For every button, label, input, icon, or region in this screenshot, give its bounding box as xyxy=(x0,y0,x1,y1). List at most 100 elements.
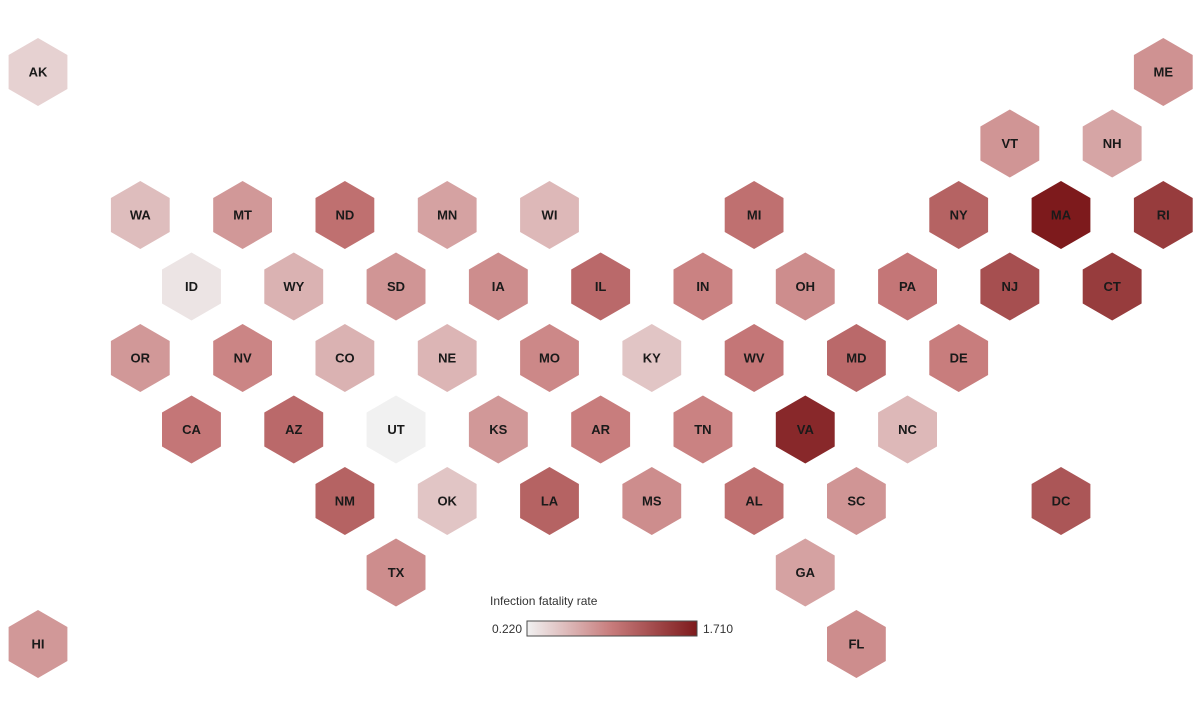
state-hex-shape[interactable] xyxy=(1082,109,1142,178)
state-hex-wa[interactable]: WA xyxy=(110,181,170,249)
state-hex-shape[interactable] xyxy=(110,181,170,249)
state-hex-wy[interactable]: WY xyxy=(264,252,324,321)
state-hex-ga[interactable]: GA xyxy=(775,538,835,607)
state-hex-shape[interactable] xyxy=(315,467,375,535)
state-hex-shape[interactable] xyxy=(827,324,886,392)
state-hex-shape[interactable] xyxy=(264,252,324,321)
state-hex-al[interactable]: AL xyxy=(724,467,784,535)
state-hex-az[interactable]: AZ xyxy=(264,395,324,464)
state-hex-ca[interactable]: CA xyxy=(162,395,221,464)
state-hex-shape[interactable] xyxy=(929,324,989,392)
state-hex-ar[interactable]: AR xyxy=(571,395,631,464)
state-hex-shape[interactable] xyxy=(213,324,272,392)
state-hex-shape[interactable] xyxy=(366,395,426,464)
state-hex-shape[interactable] xyxy=(673,395,733,464)
state-hex-shape[interactable] xyxy=(827,610,886,678)
state-hex-nd[interactable]: ND xyxy=(315,181,375,249)
state-hex-shape[interactable] xyxy=(929,181,989,249)
state-hex-il[interactable]: IL xyxy=(571,252,631,321)
state-hex-vt[interactable]: VT xyxy=(980,109,1040,178)
state-hex-mo[interactable]: MO xyxy=(520,324,579,392)
state-hex-shape[interactable] xyxy=(980,109,1040,178)
state-hex-va[interactable]: VA xyxy=(775,395,835,464)
state-hex-nj[interactable]: NJ xyxy=(980,252,1040,321)
state-hex-me[interactable]: ME xyxy=(1133,38,1193,106)
state-hex-oh[interactable]: OH xyxy=(775,252,835,321)
state-hex-de[interactable]: DE xyxy=(929,324,989,392)
state-hex-shape[interactable] xyxy=(417,467,477,535)
state-hex-shape[interactable] xyxy=(264,395,324,464)
state-hex-in[interactable]: IN xyxy=(673,252,733,321)
state-hex-ut[interactable]: UT xyxy=(366,395,426,464)
state-hex-shape[interactable] xyxy=(417,181,477,249)
state-hex-hi[interactable]: HI xyxy=(8,610,68,678)
state-hex-shape[interactable] xyxy=(1031,181,1091,249)
state-hex-shape[interactable] xyxy=(110,324,170,392)
state-hex-shape[interactable] xyxy=(315,181,375,249)
state-hex-ri[interactable]: RI xyxy=(1133,181,1193,249)
state-hex-shape[interactable] xyxy=(724,467,784,535)
state-hex-nv[interactable]: NV xyxy=(213,324,272,392)
state-hex-shape[interactable] xyxy=(571,395,631,464)
state-hex-shape[interactable] xyxy=(520,181,579,249)
state-hex-fl[interactable]: FL xyxy=(827,610,886,678)
state-hex-shape[interactable] xyxy=(827,467,886,535)
state-hex-sd[interactable]: SD xyxy=(366,252,426,321)
state-hex-ak[interactable]: AK xyxy=(8,38,68,106)
state-hex-shape[interactable] xyxy=(8,610,68,678)
state-hex-shape[interactable] xyxy=(8,38,68,106)
state-hex-wv[interactable]: WV xyxy=(724,324,784,392)
state-hex-shape[interactable] xyxy=(366,538,426,607)
state-hex-shape[interactable] xyxy=(775,395,835,464)
state-hex-or[interactable]: OR xyxy=(110,324,170,392)
state-hex-shape[interactable] xyxy=(520,324,579,392)
state-hex-shape[interactable] xyxy=(1133,38,1193,106)
state-hex-ok[interactable]: OK xyxy=(417,467,477,535)
state-hex-shape[interactable] xyxy=(520,467,579,535)
state-hex-shape[interactable] xyxy=(724,324,784,392)
state-hex-shape[interactable] xyxy=(1031,467,1091,535)
state-hex-pa[interactable]: PA xyxy=(878,252,937,321)
state-hex-shape[interactable] xyxy=(622,324,682,392)
state-hex-wi[interactable]: WI xyxy=(520,181,579,249)
state-hex-dc[interactable]: DC xyxy=(1031,467,1091,535)
state-hex-sc[interactable]: SC xyxy=(827,467,886,535)
state-hex-mn[interactable]: MN xyxy=(417,181,477,249)
state-hex-tn[interactable]: TN xyxy=(673,395,733,464)
state-hex-shape[interactable] xyxy=(980,252,1040,321)
state-hex-shape[interactable] xyxy=(162,395,221,464)
state-hex-shape[interactable] xyxy=(213,181,272,249)
state-hex-shape[interactable] xyxy=(673,252,733,321)
state-hex-ks[interactable]: KS xyxy=(468,395,528,464)
state-hex-shape[interactable] xyxy=(571,252,631,321)
state-hex-shape[interactable] xyxy=(315,324,375,392)
state-hex-shape[interactable] xyxy=(417,324,477,392)
state-hex-shape[interactable] xyxy=(775,538,835,607)
state-hex-ma[interactable]: MA xyxy=(1031,181,1091,249)
state-hex-nh[interactable]: NH xyxy=(1082,109,1142,178)
state-hex-nm[interactable]: NM xyxy=(315,467,375,535)
state-hex-shape[interactable] xyxy=(1082,252,1142,321)
state-hex-shape[interactable] xyxy=(878,252,937,321)
state-hex-shape[interactable] xyxy=(775,252,835,321)
state-hex-shape[interactable] xyxy=(468,252,528,321)
state-hex-co[interactable]: CO xyxy=(315,324,375,392)
state-hex-ms[interactable]: MS xyxy=(622,467,682,535)
state-hex-ne[interactable]: NE xyxy=(417,324,477,392)
state-hex-ny[interactable]: NY xyxy=(929,181,989,249)
state-hex-shape[interactable] xyxy=(468,395,528,464)
state-hex-shape[interactable] xyxy=(1133,181,1193,249)
state-hex-tx[interactable]: TX xyxy=(366,538,426,607)
state-hex-md[interactable]: MD xyxy=(827,324,886,392)
state-hex-nc[interactable]: NC xyxy=(878,395,937,464)
state-hex-shape[interactable] xyxy=(724,181,784,249)
state-hex-shape[interactable] xyxy=(162,252,221,321)
state-hex-id[interactable]: ID xyxy=(162,252,221,321)
state-hex-shape[interactable] xyxy=(878,395,937,464)
state-hex-shape[interactable] xyxy=(622,467,682,535)
state-hex-mt[interactable]: MT xyxy=(213,181,272,249)
state-hex-ky[interactable]: KY xyxy=(622,324,682,392)
state-hex-ct[interactable]: CT xyxy=(1082,252,1142,321)
state-hex-ia[interactable]: IA xyxy=(468,252,528,321)
state-hex-la[interactable]: LA xyxy=(520,467,579,535)
